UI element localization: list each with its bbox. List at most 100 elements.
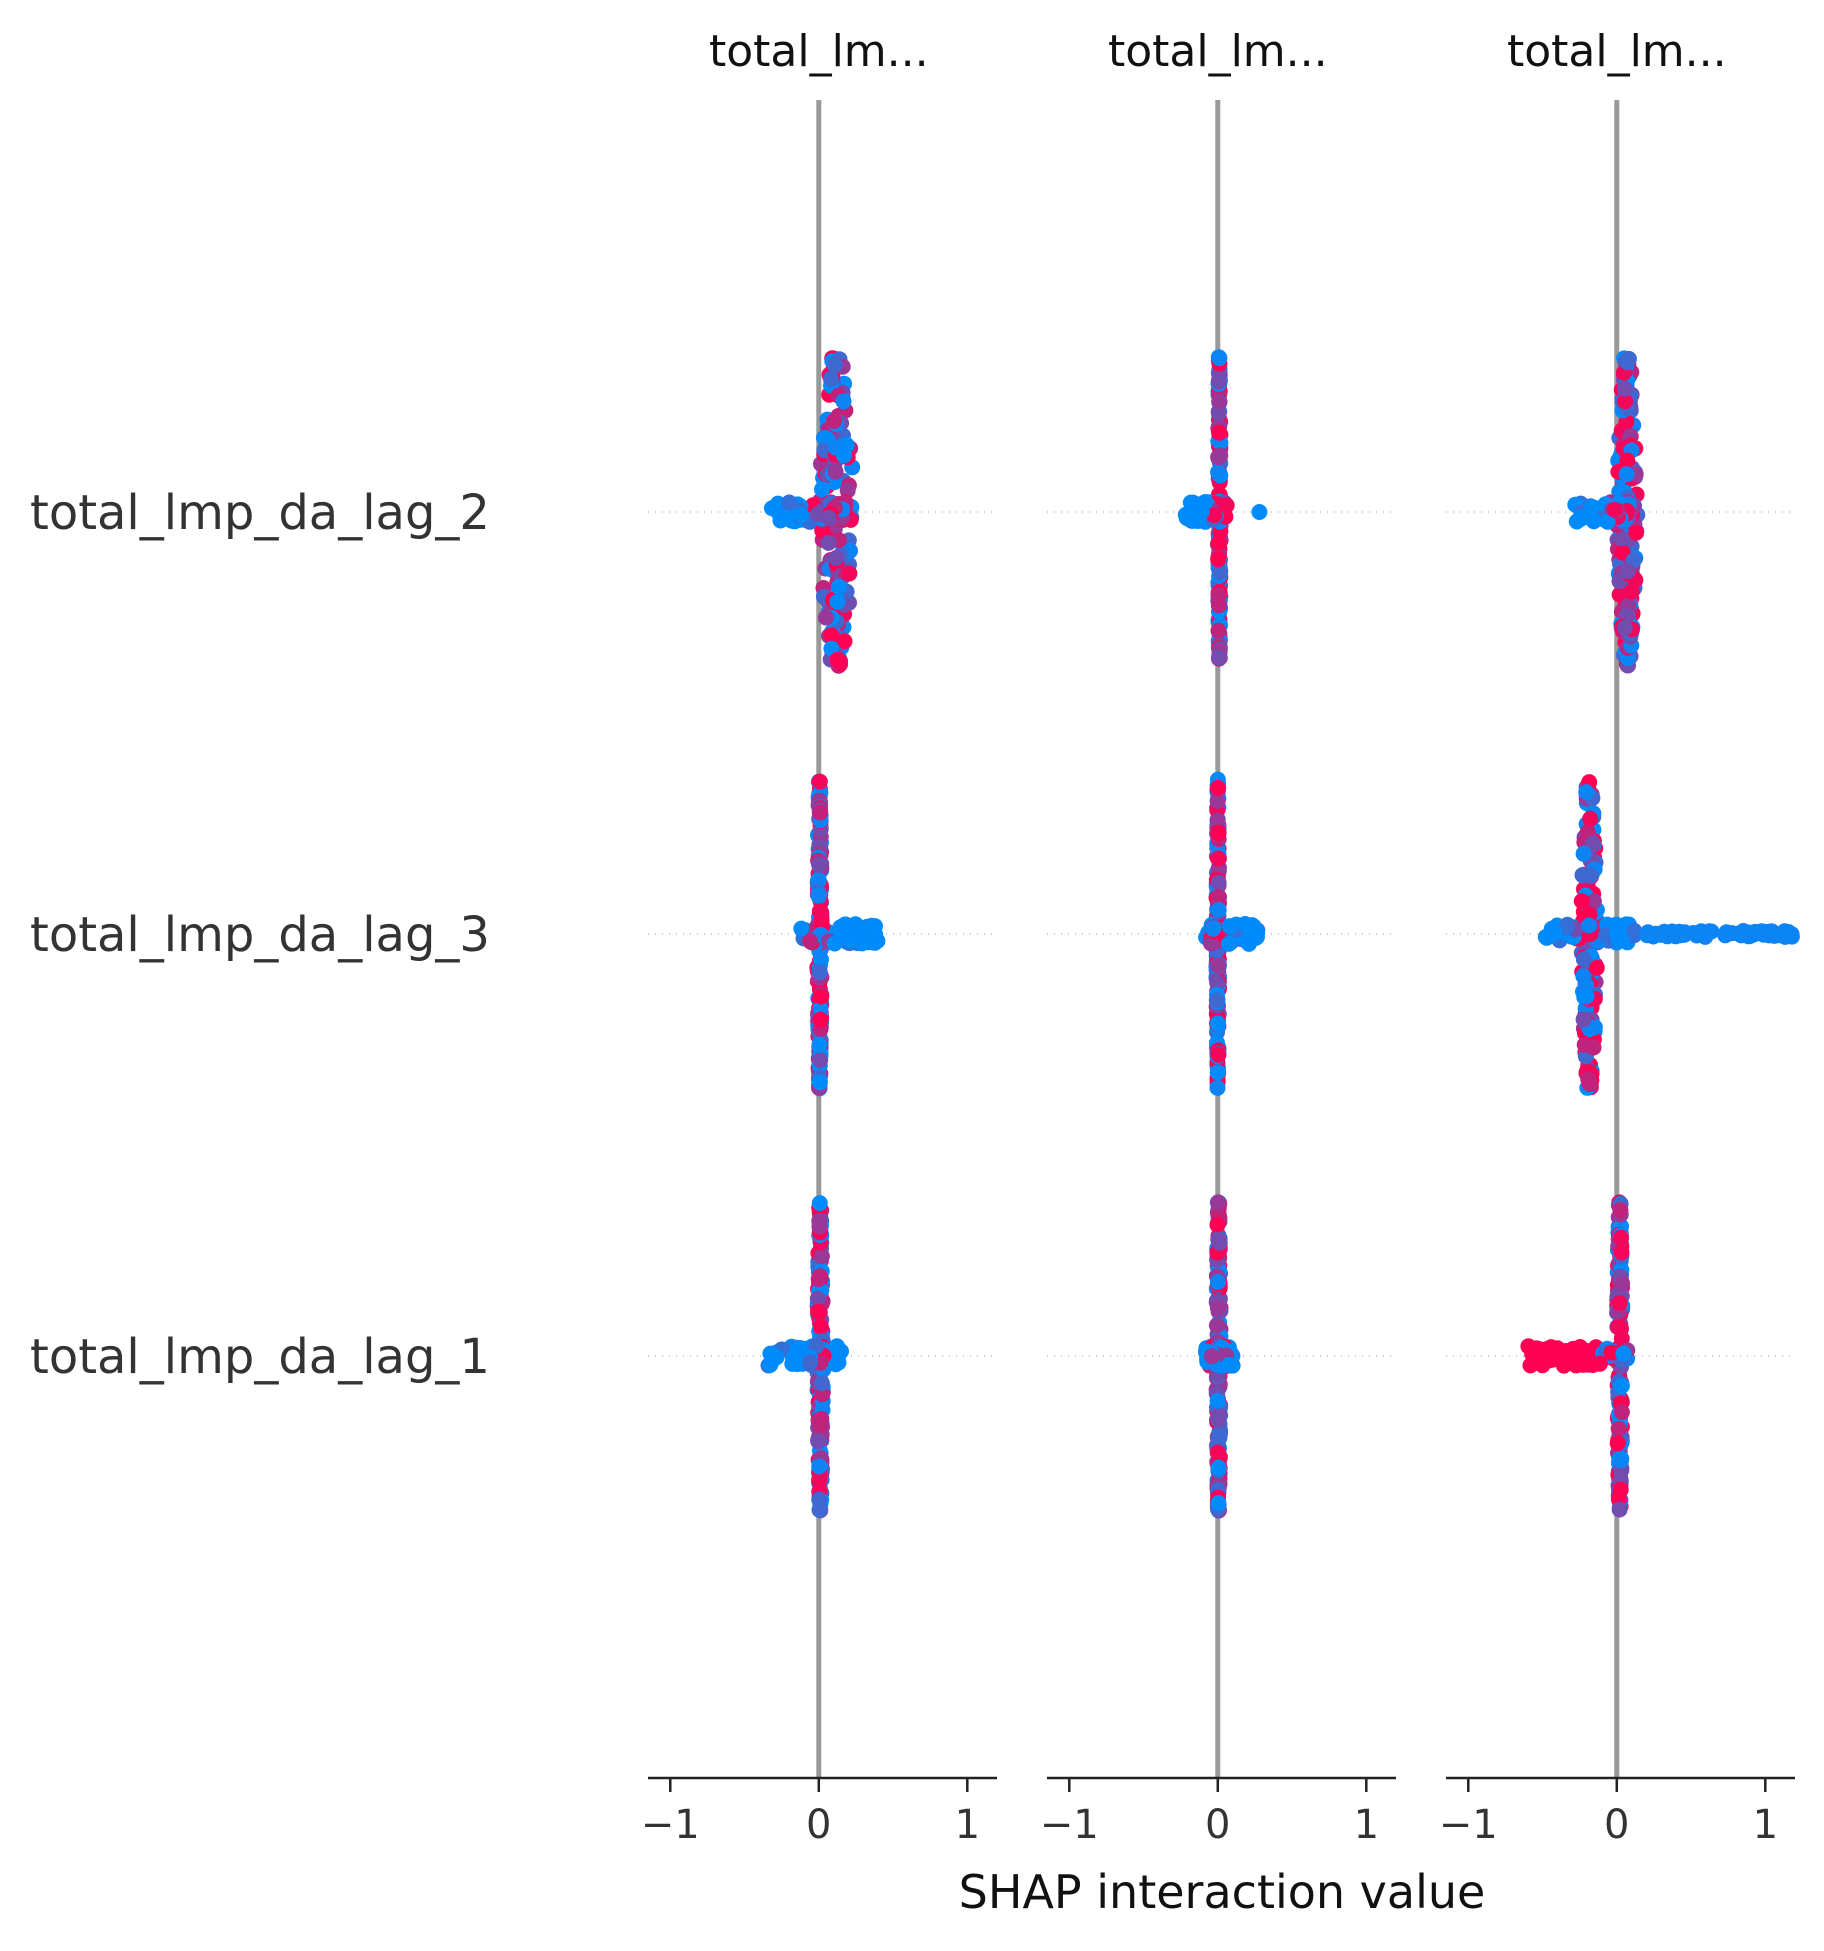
data-point (1606, 501, 1623, 518)
data-point (1211, 424, 1228, 441)
data-point (1210, 780, 1226, 796)
data-point (1209, 812, 1226, 829)
data-point (780, 506, 797, 523)
data-point (826, 357, 843, 373)
data-point (1628, 524, 1645, 541)
data-point (823, 627, 840, 644)
data-point (830, 1352, 846, 1369)
data-point (1585, 513, 1602, 530)
data-point (1584, 835, 1601, 852)
row-label-3: total_lmp_da_lag_1 (30, 1329, 490, 1385)
data-point (1210, 888, 1227, 905)
data-point (836, 633, 853, 650)
data-point (829, 1338, 845, 1355)
data-point (1614, 1275, 1631, 1292)
data-point (781, 494, 798, 511)
data-point (1611, 1295, 1628, 1311)
data-point (1210, 824, 1227, 841)
data-point (817, 609, 834, 626)
data-point (1210, 874, 1227, 891)
data-point (1210, 1273, 1226, 1290)
data-point (836, 447, 852, 464)
data-point (1552, 1349, 1569, 1366)
data-point (1609, 1435, 1626, 1452)
x-tick-label: 1 (1753, 1802, 1778, 1848)
data-point (811, 773, 828, 790)
row-labels: total_lmp_da_lag_2 total_lmp_da_lag_3tota… (30, 485, 490, 1385)
data-point (835, 393, 852, 410)
data-point (867, 926, 884, 943)
data-point (1210, 464, 1227, 481)
data-point (1209, 793, 1226, 809)
data-point (1211, 564, 1228, 581)
data-point (1573, 893, 1590, 910)
data-point (1209, 1392, 1226, 1409)
data-point (812, 1011, 829, 1028)
data-point (1582, 810, 1599, 827)
cell-points-r1-c2 (1177, 349, 1268, 667)
data-point (1244, 926, 1261, 943)
data-point (1210, 850, 1227, 867)
data-point (1613, 1229, 1630, 1246)
data-point (1575, 951, 1592, 968)
data-point (1210, 1046, 1227, 1063)
data-point (1577, 1342, 1594, 1359)
x-tick-label: −1 (641, 1802, 700, 1848)
data-point (811, 1195, 828, 1212)
data-point (828, 549, 845, 566)
row-label-1: total_lmp_da_lag_2 (30, 485, 490, 541)
data-point (814, 481, 830, 498)
data-point (1616, 380, 1633, 397)
data-point (1618, 466, 1635, 483)
x-tick-label: 0 (1604, 1802, 1629, 1848)
data-point (841, 932, 858, 949)
data-point (1591, 1355, 1608, 1372)
data-point (1617, 393, 1634, 410)
data-point (1211, 350, 1228, 367)
data-point (810, 887, 827, 904)
cell-points-r3-c1 (760, 1195, 849, 1519)
data-point (813, 988, 830, 1005)
data-point (811, 964, 828, 980)
data-point (1193, 503, 1210, 520)
x-tick-label: −1 (1439, 1802, 1498, 1848)
data-point (1575, 845, 1592, 862)
data-point (1615, 1345, 1632, 1362)
data-point (1608, 925, 1625, 942)
data-point (1582, 867, 1599, 884)
data-point (1613, 1452, 1630, 1469)
data-point (1547, 925, 1563, 942)
data-point (854, 935, 871, 952)
data-point (1520, 1338, 1537, 1355)
data-point (1210, 449, 1227, 466)
data-point (762, 1345, 779, 1362)
data-point (802, 1354, 819, 1371)
data-point (1613, 1404, 1630, 1421)
row-label-2: total_lmp_da_lag_3 (30, 907, 490, 963)
data-point (812, 1318, 829, 1335)
data-point (832, 919, 849, 936)
data-point (1206, 507, 1223, 524)
data-point (1209, 1444, 1226, 1461)
data-point (1221, 918, 1238, 935)
data-point (1578, 988, 1595, 1005)
data-point (793, 920, 810, 937)
data-point (1619, 354, 1636, 371)
data-point (1619, 563, 1636, 580)
data-point (1585, 893, 1602, 910)
data-point (811, 1218, 828, 1235)
data-point (1208, 1317, 1225, 1334)
data-point (1210, 1495, 1227, 1512)
data-point (1580, 1071, 1597, 1088)
data-point (812, 1052, 829, 1069)
data-point (802, 933, 819, 950)
data-point (1599, 513, 1616, 530)
cell-points-r2-c3 (1537, 774, 1800, 1096)
data-point (1613, 1321, 1629, 1337)
data-point (1210, 597, 1227, 614)
data-point (810, 1271, 827, 1287)
data-point (1220, 935, 1237, 952)
data-point (1211, 649, 1227, 666)
data-point (810, 1303, 826, 1320)
